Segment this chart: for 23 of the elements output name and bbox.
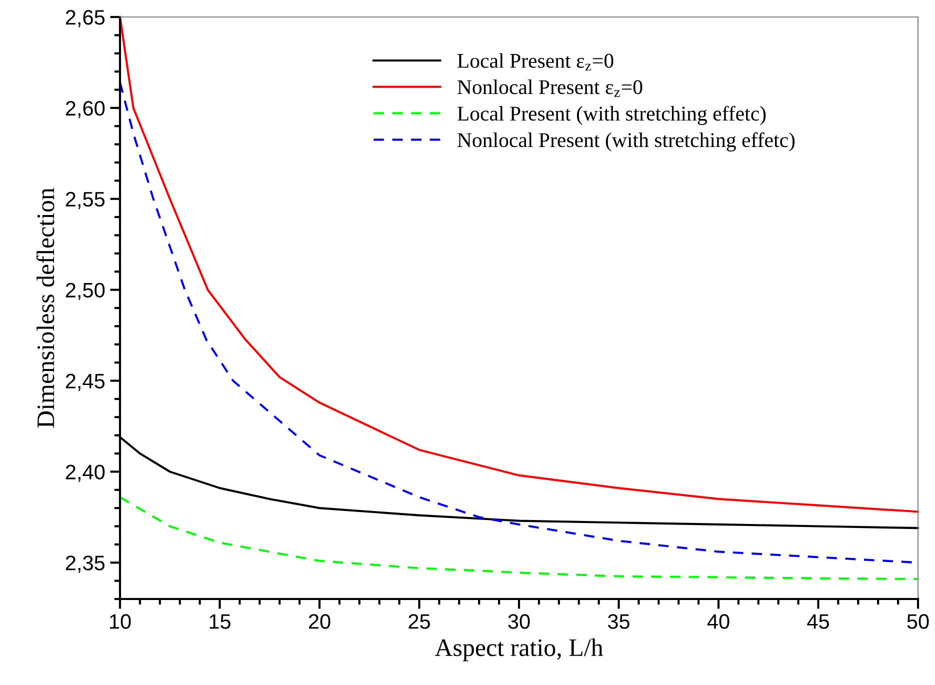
legend-label: Local Present (with stretching effetc) (457, 106, 766, 125)
y-tick-label: 2,50 (66, 282, 105, 300)
line-series (118, 496, 920, 580)
x-tick-label: 25 (408, 614, 430, 629)
y-tick-label: 2,40 (66, 464, 105, 482)
x-tick-label: 45 (807, 614, 829, 629)
legend-label: Nonlocal Present ε$_{z}$=0 (457, 80, 642, 97)
x-tick-label: 40 (707, 614, 730, 629)
y-tick-label: 2,55 (66, 192, 105, 210)
y-tick-label: 2,60 (66, 100, 105, 118)
x-tick-label: 50 (907, 614, 929, 629)
x-tick-label: 35 (608, 614, 630, 629)
y-tick-label: 2,65 (66, 10, 105, 28)
x-axis-title: Aspect ratio, L/h (434, 638, 604, 662)
x-tick-label: 15 (210, 614, 230, 629)
legend-label: Nonlocal Present (with stretching effetc) (457, 132, 795, 152)
x-tick-label: 20 (308, 614, 330, 629)
legend-label: Local Present ε$_{z}$=0 (457, 53, 614, 71)
y-axis-title: Dimensioless deflection (36, 188, 54, 428)
y-tick-label: 2,35 (66, 556, 105, 573)
x-tick-label: 30 (508, 614, 530, 629)
x-tick-label: 10 (110, 614, 131, 629)
y-tick-label: 2,45 (66, 374, 105, 391)
